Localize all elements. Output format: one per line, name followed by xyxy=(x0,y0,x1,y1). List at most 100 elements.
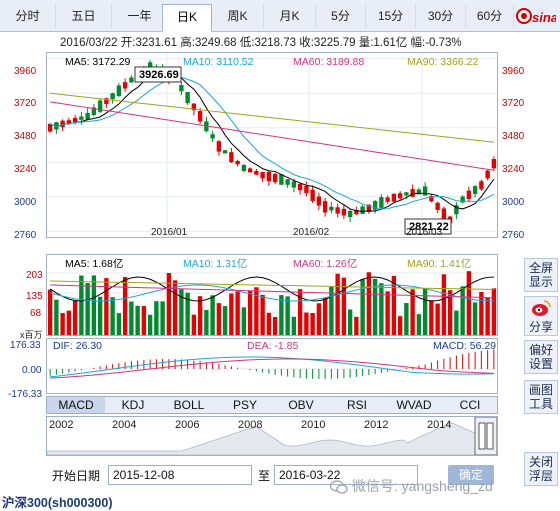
volume-bar xyxy=(47,289,53,335)
overview-drag-grip-left xyxy=(478,422,486,450)
volume-bar xyxy=(210,295,215,335)
period-tab-bar: 分时 五日 一年 日K 周K 月K 5分 15分 30分 60分 sina xyxy=(0,0,560,32)
tab-15min[interactable]: 15分 xyxy=(366,4,416,28)
tab-macd[interactable]: MACD xyxy=(47,397,105,413)
tab-boll[interactable]: BOLL xyxy=(173,398,205,412)
candle-body xyxy=(47,123,53,132)
candle-body xyxy=(110,93,115,100)
tab-rsi[interactable]: RSI xyxy=(346,398,367,412)
candle-body xyxy=(347,210,353,218)
confirm-button[interactable]: 确定 xyxy=(448,465,494,485)
overview-year-label: 2004 xyxy=(112,419,136,431)
tab-30min[interactable]: 30分 xyxy=(416,4,466,28)
macd-panel[interactable]: DIF: 26.30 DEA: -1.85 MACD: 56.29 xyxy=(46,338,498,394)
low-callout: 2821.22 xyxy=(404,218,452,235)
open-value: 3231.61 xyxy=(135,37,178,49)
volume-bar xyxy=(191,314,197,335)
volume-legend-ma5: MA5: 1.68亿 xyxy=(65,257,123,270)
volume-panel[interactable]: MA5: 1.68亿 MA10: 1.31亿 MA60: 1.26亿 MA90: 1.… xyxy=(46,254,498,336)
volume-bar xyxy=(366,272,372,335)
tab-weekly-k[interactable]: 周K xyxy=(212,4,264,28)
volume-bar xyxy=(235,291,240,335)
weibo-icon xyxy=(532,300,551,316)
tab-60min[interactable]: 60分 xyxy=(466,4,514,28)
kline-legend-ma60: MA60: 3189.88 xyxy=(293,56,364,68)
macd-y-tick: 176.33 xyxy=(10,340,41,351)
high-callout: 3926.69 xyxy=(134,66,182,83)
candle-body xyxy=(222,150,228,154)
candle-body xyxy=(422,186,428,196)
close-label: 收: xyxy=(299,37,314,49)
tab-five-day[interactable]: 五日 xyxy=(56,4,112,28)
kline-y-tick-right: 3720 xyxy=(502,98,525,109)
candle-body xyxy=(466,190,472,199)
candle-body xyxy=(191,103,197,111)
volume-chart: MA5: 1.68亿 MA10: 1.31亿 MA60: 1.26亿 MA90: 1.… xyxy=(47,257,497,335)
tab-obv[interactable]: OBV xyxy=(288,398,314,412)
kline-x-tick: 2016/03 xyxy=(406,227,443,237)
volume-bar xyxy=(304,312,309,335)
ma60-line xyxy=(50,101,494,171)
ma90-line xyxy=(50,92,494,143)
macd-y-tick: 0.00 xyxy=(22,365,42,376)
candle-body xyxy=(416,189,422,195)
quote-date: 2016/03/22 xyxy=(60,37,118,49)
start-date-input[interactable]: 2015-12-08 xyxy=(108,465,252,485)
overview-year-label: 2008 xyxy=(238,419,262,431)
close-overlay-button[interactable]: 关闭 浮层 xyxy=(524,452,558,486)
high-callout-text: 3926.69 xyxy=(139,69,179,81)
candle-body xyxy=(404,192,409,196)
volume-bar xyxy=(372,278,378,335)
end-date-input[interactable]: 2016-03-22 xyxy=(274,465,418,485)
tab-one-year[interactable]: 一年 xyxy=(112,4,168,28)
tab-monthly-k[interactable]: 月K xyxy=(264,4,316,28)
volume-bar xyxy=(410,289,415,335)
candle-body xyxy=(279,174,284,185)
overview-navigator[interactable]: 2002 2004 2006 2008 2010 2012 2014 xyxy=(46,416,498,456)
candle-body xyxy=(291,181,297,188)
dea-line xyxy=(50,358,494,379)
volume-bar xyxy=(297,289,303,335)
kline-panel[interactable]: MA5: 3172.29 MA10: 3110.52 MA60: 3189.88 MA… xyxy=(46,52,498,238)
kline-legend-ma90: MA90: 3366.22 xyxy=(407,56,478,68)
kline-y-tick-right: 3240 xyxy=(502,164,525,175)
candle-body xyxy=(441,208,447,220)
macd-legend-macd: MACD: 56.29 xyxy=(433,340,496,352)
volume-bar xyxy=(79,275,84,335)
volume-bar xyxy=(435,303,440,335)
drawing-tools-button[interactable]: 画图 工具 xyxy=(524,380,558,414)
overview-area xyxy=(46,422,498,456)
share-button[interactable]: 分享 xyxy=(524,296,558,336)
tab-daily-k[interactable]: 日K xyxy=(162,4,212,32)
candle-body xyxy=(72,117,78,123)
volume-bar xyxy=(104,278,109,335)
tab-kdj[interactable]: KDJ xyxy=(121,398,145,412)
watermark-text: 微信号: yangsheng_zd xyxy=(351,478,493,494)
candle-body xyxy=(297,183,303,191)
volume-bar xyxy=(485,297,490,335)
volume-legend-ma10: MA10: 1.31亿 xyxy=(183,257,247,270)
volume-bar xyxy=(266,312,272,335)
candle-body xyxy=(216,141,222,152)
kline-x-tick: 2016/01 xyxy=(151,227,188,237)
tab-cci[interactable]: CCI xyxy=(459,398,481,412)
volume-bar xyxy=(322,297,328,335)
tab-wvad[interactable]: WVAD xyxy=(396,398,432,412)
volume-bar xyxy=(360,279,365,335)
volume-bar xyxy=(60,313,65,335)
tab-intraday[interactable]: 分时 xyxy=(0,4,56,28)
preferences-button[interactable]: 偏好 设置 xyxy=(524,340,558,374)
volume-bar xyxy=(329,286,334,335)
volume-bar xyxy=(122,277,128,335)
candle-body xyxy=(285,179,290,185)
volume-bar xyxy=(66,310,72,335)
volume-bar xyxy=(204,309,209,335)
high-value: 3249.68 xyxy=(194,37,237,49)
volume-bar xyxy=(97,296,103,335)
fullscreen-button[interactable]: 全屏 显示 xyxy=(524,258,558,292)
overview-year-label: 2014 xyxy=(427,419,451,431)
tab-5min[interactable]: 5分 xyxy=(316,4,366,28)
tab-psy[interactable]: PSY xyxy=(232,398,257,412)
candle-body xyxy=(54,122,59,130)
volume-bar xyxy=(441,274,447,335)
